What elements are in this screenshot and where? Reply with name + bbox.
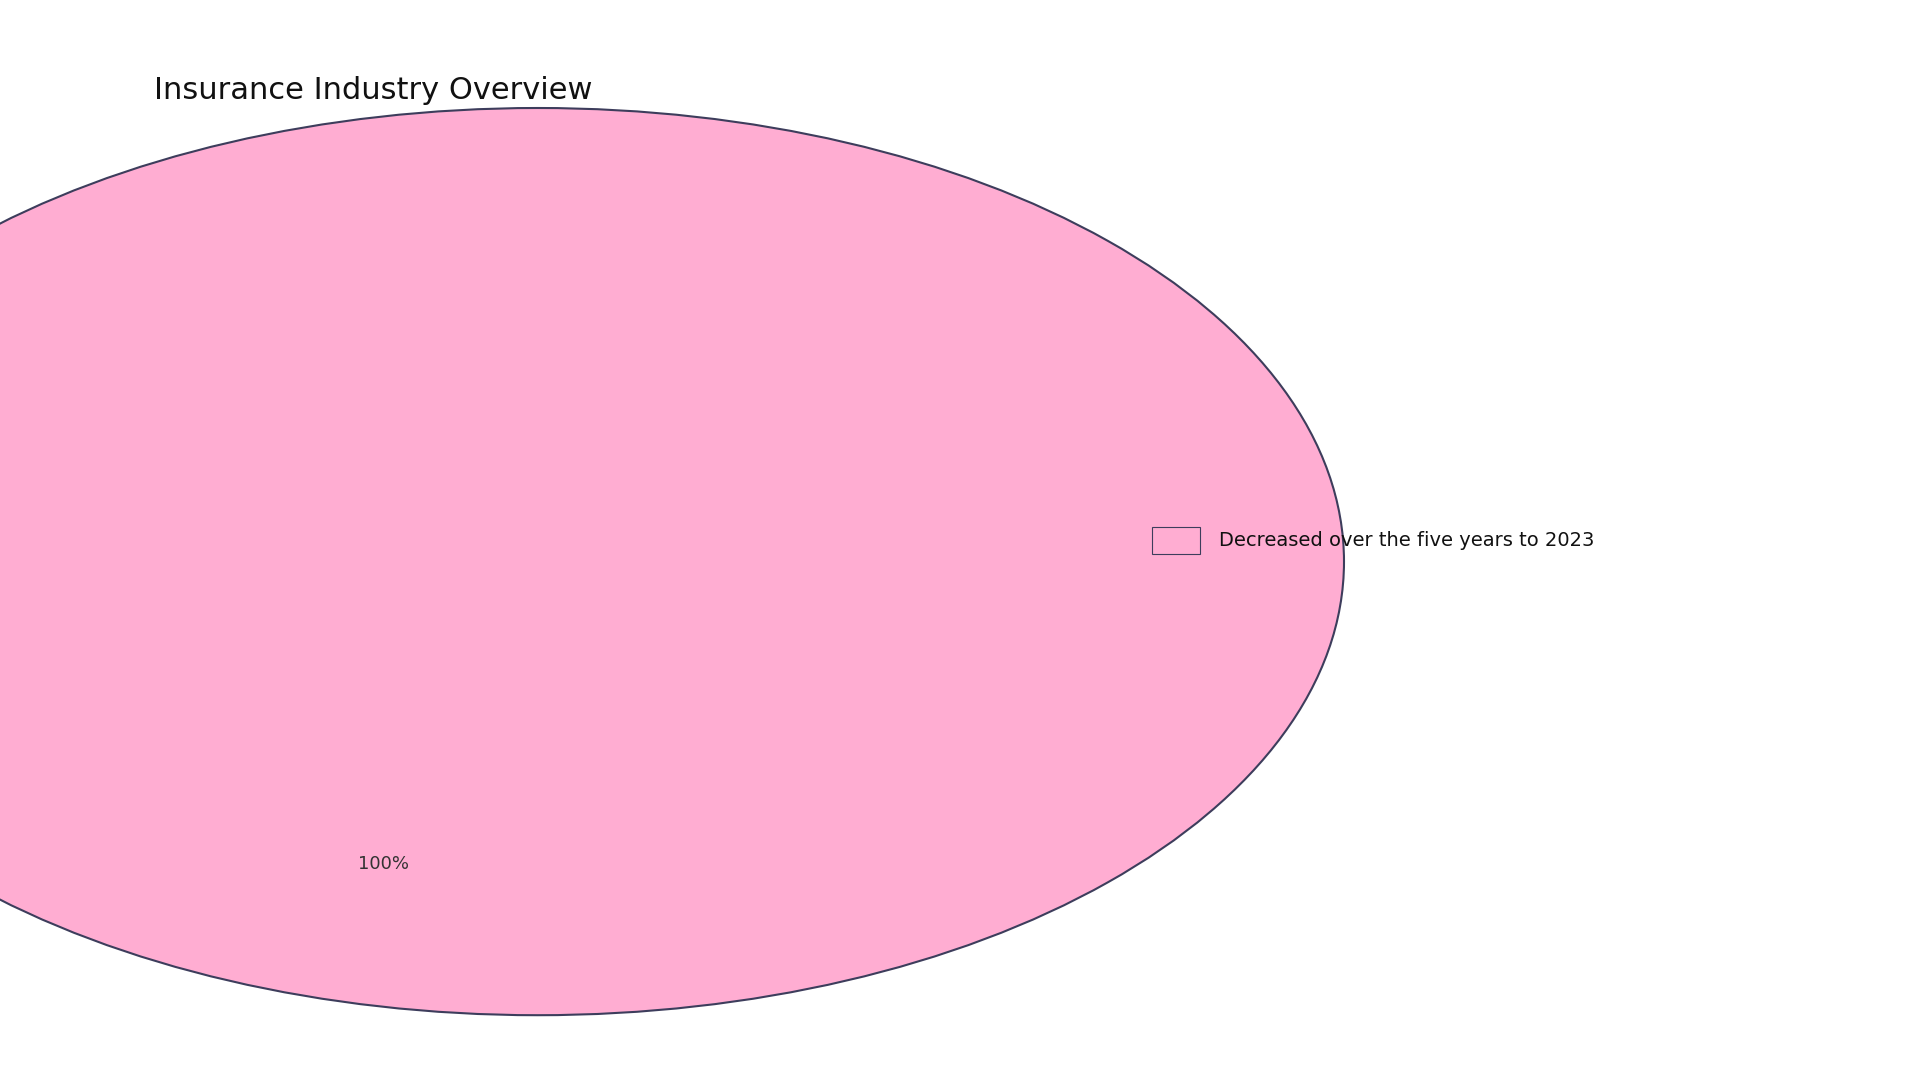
Text: 100%: 100%	[359, 855, 409, 873]
Text: Decreased over the five years to 2023: Decreased over the five years to 2023	[1219, 530, 1596, 550]
Text: Insurance Industry Overview: Insurance Industry Overview	[154, 76, 591, 105]
Bar	[1152, 526, 1200, 553]
Circle shape	[0, 108, 1344, 1015]
